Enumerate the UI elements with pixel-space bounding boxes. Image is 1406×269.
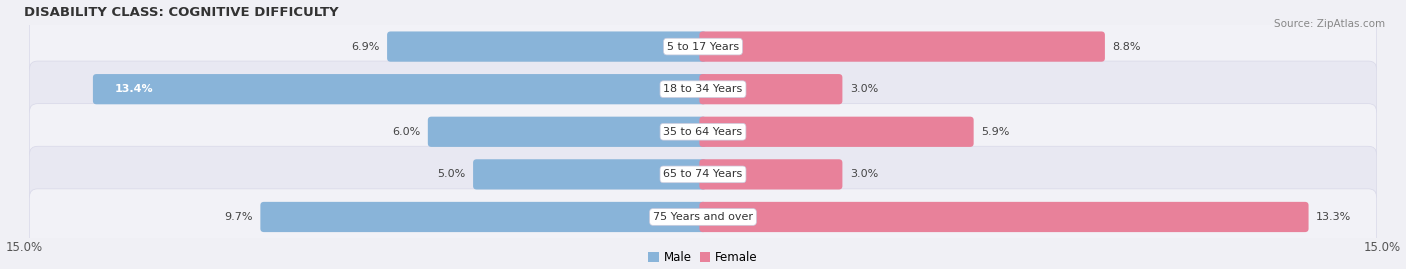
- FancyBboxPatch shape: [699, 202, 1309, 232]
- FancyBboxPatch shape: [30, 19, 1376, 75]
- Text: 9.7%: 9.7%: [224, 212, 253, 222]
- FancyBboxPatch shape: [699, 31, 1105, 62]
- Text: Source: ZipAtlas.com: Source: ZipAtlas.com: [1274, 19, 1385, 29]
- FancyBboxPatch shape: [30, 61, 1376, 117]
- Text: 65 to 74 Years: 65 to 74 Years: [664, 169, 742, 179]
- Text: 3.0%: 3.0%: [851, 84, 879, 94]
- Text: 75 Years and over: 75 Years and over: [652, 212, 754, 222]
- Text: 8.8%: 8.8%: [1112, 42, 1142, 52]
- FancyBboxPatch shape: [699, 74, 842, 104]
- FancyBboxPatch shape: [30, 104, 1376, 160]
- FancyBboxPatch shape: [472, 159, 707, 189]
- FancyBboxPatch shape: [427, 117, 707, 147]
- Text: 6.0%: 6.0%: [392, 127, 420, 137]
- FancyBboxPatch shape: [387, 31, 707, 62]
- Text: 5.0%: 5.0%: [437, 169, 465, 179]
- FancyBboxPatch shape: [93, 74, 707, 104]
- FancyBboxPatch shape: [699, 159, 842, 189]
- Text: 13.3%: 13.3%: [1316, 212, 1351, 222]
- Text: 3.0%: 3.0%: [851, 169, 879, 179]
- Text: 6.9%: 6.9%: [352, 42, 380, 52]
- FancyBboxPatch shape: [30, 146, 1376, 203]
- FancyBboxPatch shape: [699, 117, 973, 147]
- FancyBboxPatch shape: [30, 189, 1376, 245]
- Text: 5 to 17 Years: 5 to 17 Years: [666, 42, 740, 52]
- Text: DISABILITY CLASS: COGNITIVE DIFFICULTY: DISABILITY CLASS: COGNITIVE DIFFICULTY: [24, 6, 339, 19]
- Text: 5.9%: 5.9%: [981, 127, 1010, 137]
- Text: 18 to 34 Years: 18 to 34 Years: [664, 84, 742, 94]
- FancyBboxPatch shape: [260, 202, 707, 232]
- Legend: Male, Female: Male, Female: [648, 251, 758, 264]
- Text: 13.4%: 13.4%: [115, 84, 153, 94]
- Text: 35 to 64 Years: 35 to 64 Years: [664, 127, 742, 137]
